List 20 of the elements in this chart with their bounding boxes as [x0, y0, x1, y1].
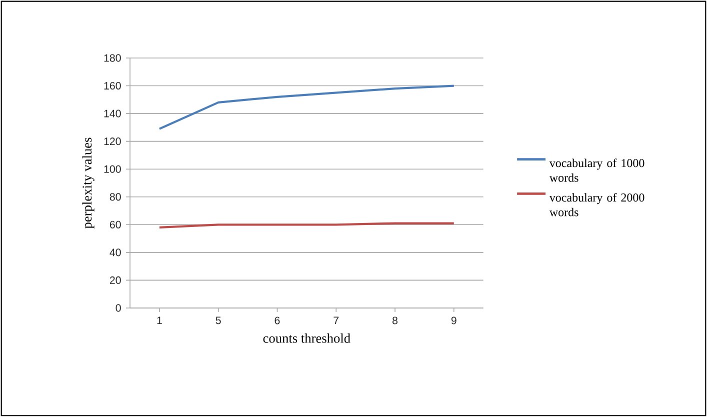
- x-tick-label: 7: [334, 316, 339, 324]
- y-tick-label: 180: [104, 54, 121, 62]
- legend-label: vocabulary of 1000 words: [549, 158, 644, 182]
- y-tick-label: 0: [116, 304, 121, 312]
- y-tick-label: 120: [104, 138, 121, 146]
- x-tick-label: 5: [216, 316, 221, 324]
- y-axis-title: perplexity values: [82, 138, 94, 229]
- x-tick-label: 8: [392, 316, 398, 324]
- legend-label: vocabulary of 2000 words: [549, 193, 644, 216]
- y-tick-label: 80: [110, 193, 121, 201]
- x-axis-title: counts threshold: [263, 333, 350, 343]
- y-tick-label: 60: [110, 220, 121, 228]
- x-tick-label: 1: [157, 316, 162, 324]
- y-tick-label: 100: [104, 165, 121, 173]
- x-tick-label: 6: [274, 316, 280, 324]
- y-tick-label: 140: [104, 110, 121, 118]
- y-tick-label: 160: [104, 82, 121, 90]
- x-tick-label: 9: [451, 316, 456, 324]
- y-tick-label: 20: [110, 276, 121, 284]
- y-tick-label: 40: [110, 248, 121, 256]
